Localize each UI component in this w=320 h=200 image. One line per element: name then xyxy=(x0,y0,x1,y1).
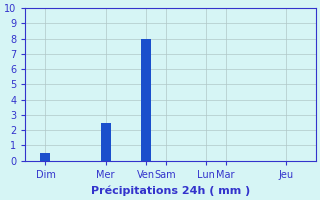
Bar xyxy=(100,123,110,161)
Bar xyxy=(140,39,151,161)
X-axis label: Précipitations 24h ( mm ): Précipitations 24h ( mm ) xyxy=(91,185,250,196)
Bar xyxy=(40,153,51,161)
